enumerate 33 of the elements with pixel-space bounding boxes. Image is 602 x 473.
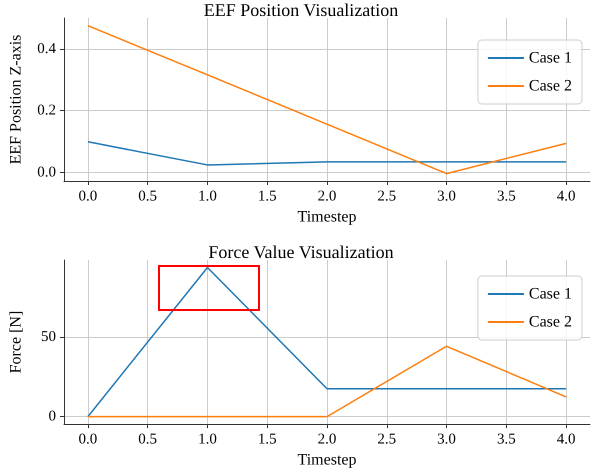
y-tick-label: 50 bbox=[41, 329, 56, 346]
y-tick-label: 0.0 bbox=[37, 164, 56, 180]
x-tick-label: 1.5 bbox=[258, 188, 277, 204]
y-axis-title: EEF Position Z-axis bbox=[8, 34, 24, 164]
x-tick-label: 0.5 bbox=[138, 432, 158, 448]
y-tick-label: 0.2 bbox=[37, 102, 56, 119]
y-tick-label: 0 bbox=[48, 408, 56, 425]
x-tick-label: 0.5 bbox=[138, 188, 158, 204]
x-tick-label: 4.0 bbox=[556, 188, 576, 204]
x-axis-title: Timestep bbox=[298, 208, 356, 226]
y-axis-title: Force [N] bbox=[8, 310, 24, 374]
x-tick-label: 3.0 bbox=[437, 432, 456, 448]
x-tick-label: 3.5 bbox=[496, 188, 516, 204]
x-tick-label: 3.0 bbox=[437, 188, 456, 204]
chart-title: Force Value Visualization bbox=[208, 242, 394, 262]
x-tick-label: 0.0 bbox=[78, 188, 98, 204]
x-tick-label: 2.5 bbox=[377, 432, 396, 448]
y-tick-label: 0.4 bbox=[37, 40, 56, 57]
legend-label: Case 1 bbox=[528, 50, 572, 66]
x-tick-label: 3.5 bbox=[496, 432, 516, 448]
legend-label: Case 1 bbox=[528, 286, 572, 302]
x-tick-label: 4.0 bbox=[556, 432, 576, 448]
x-axis-title: Timestep bbox=[298, 452, 356, 468]
x-tick-label: 2.0 bbox=[318, 188, 336, 204]
legend-label: Case 2 bbox=[528, 314, 572, 330]
x-tick-label: 1.0 bbox=[198, 432, 217, 448]
legend-label: Case 2 bbox=[528, 78, 572, 94]
x-tick-label: 0.0 bbox=[78, 432, 98, 448]
x-tick-label: 1.5 bbox=[258, 432, 277, 448]
chart-title: EEF Position Visualization bbox=[204, 0, 398, 20]
x-tick-label: 2.0 bbox=[318, 432, 336, 448]
x-tick-label: 2.5 bbox=[377, 188, 396, 204]
x-tick-label: 1.0 bbox=[198, 188, 217, 204]
